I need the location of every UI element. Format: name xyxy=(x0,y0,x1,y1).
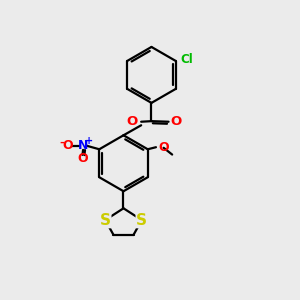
Text: S: S xyxy=(100,213,111,228)
Text: O: O xyxy=(170,115,182,128)
Text: O: O xyxy=(158,141,169,154)
Text: -: - xyxy=(59,138,64,148)
Text: O: O xyxy=(77,152,88,166)
Text: N: N xyxy=(78,139,88,152)
Text: O: O xyxy=(62,139,73,152)
Text: S: S xyxy=(136,213,147,228)
Text: O: O xyxy=(126,115,137,128)
Text: Cl: Cl xyxy=(180,53,193,66)
Text: +: + xyxy=(85,136,93,146)
